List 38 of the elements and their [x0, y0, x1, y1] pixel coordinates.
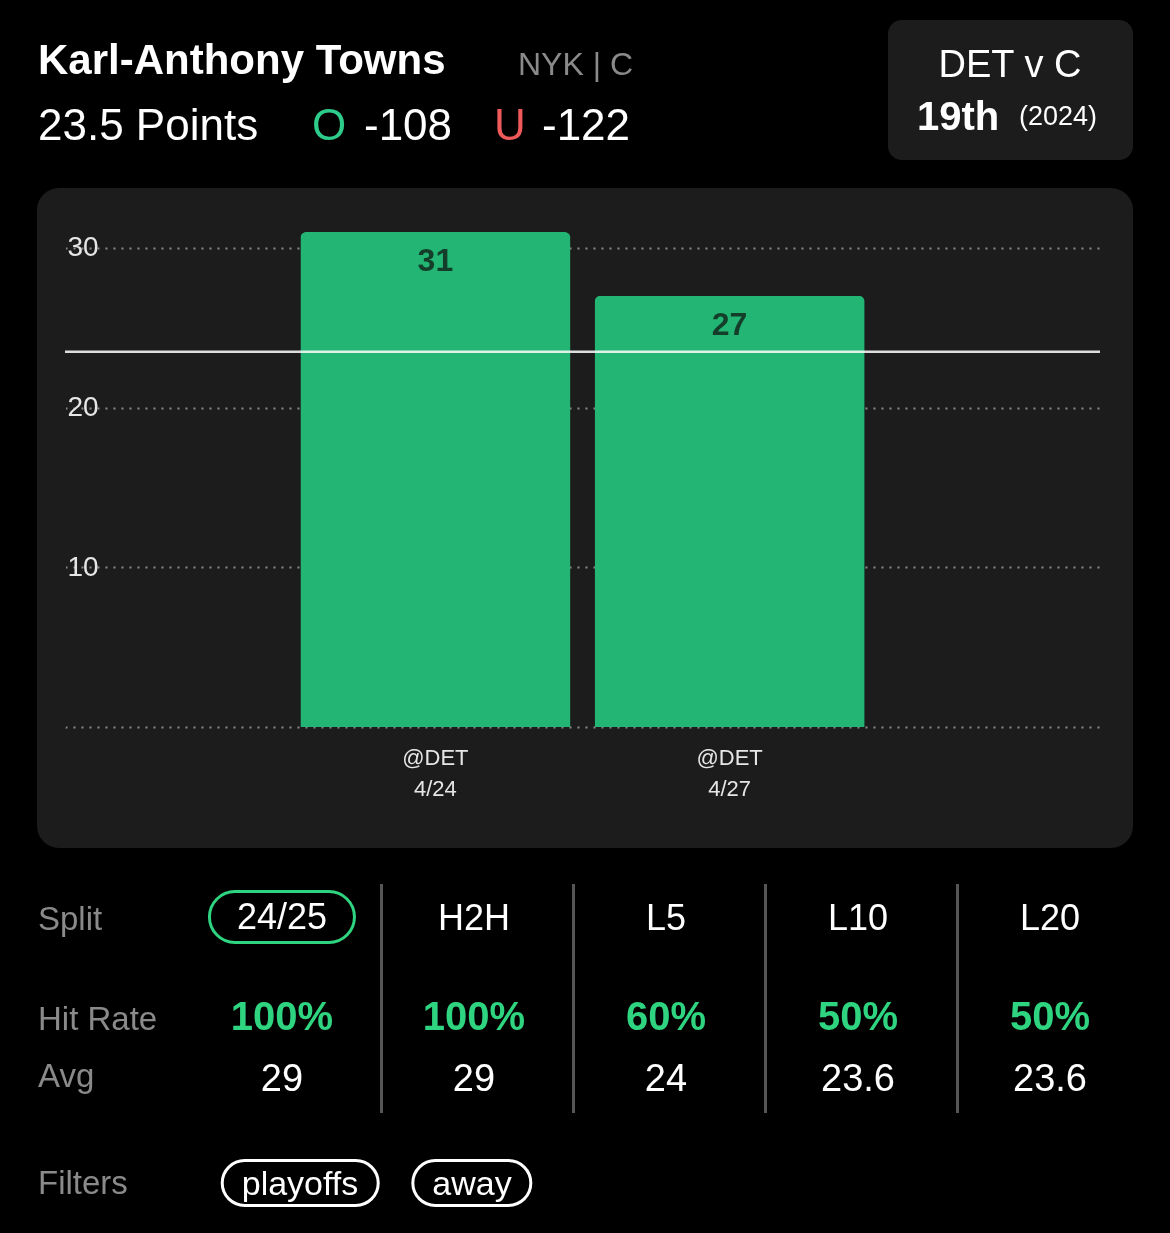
- text: 100%: [422, 994, 526, 1038]
- text: 23.5 Points: [38, 100, 259, 149]
- text: Avg: [38, 1056, 95, 1094]
- text: U: [494, 100, 526, 149]
- text: 29: [452, 1057, 496, 1099]
- text: -122: [542, 100, 631, 149]
- text: 50%: [1009, 994, 1091, 1038]
- data-label: 27: [711, 305, 748, 342]
- text: DET v C: [938, 43, 1082, 85]
- text: Split: [38, 899, 103, 937]
- text: 24/25: [207, 890, 357, 944]
- text: (2024): [1019, 100, 1098, 131]
- text: H2H: [437, 897, 511, 938]
- text: 50%: [817, 994, 899, 1038]
- text: 29: [260, 1057, 304, 1099]
- text: 100%: [230, 994, 334, 1038]
- text: L10: [827, 897, 889, 938]
- text: 23.6: [821, 1057, 895, 1099]
- text: away: [411, 1159, 533, 1207]
- text: L5: [645, 897, 687, 938]
- text: Hit Rate: [38, 999, 158, 1037]
- y-tick-label: 10: [67, 550, 99, 582]
- text: 19th: [917, 94, 1000, 138]
- text: L20: [1019, 897, 1081, 938]
- text: 60%: [625, 994, 707, 1038]
- text: 23.6: [1013, 1057, 1087, 1099]
- text: playoffs: [220, 1159, 380, 1207]
- y-tick-label: 30: [67, 231, 99, 263]
- text: O: [312, 100, 347, 149]
- text: NYK | C: [518, 46, 633, 82]
- chart-title: Karl-Anthony Towns: [38, 36, 446, 83]
- y-tick-label: 20: [67, 391, 99, 423]
- text: Filters: [38, 1163, 128, 1201]
- x-tick-label: @DET 4/27: [696, 744, 763, 801]
- text: -108: [364, 100, 453, 149]
- x-tick-label: @DET 4/24: [402, 744, 469, 801]
- text: 24: [644, 1057, 688, 1099]
- data-label: 31: [417, 241, 454, 278]
